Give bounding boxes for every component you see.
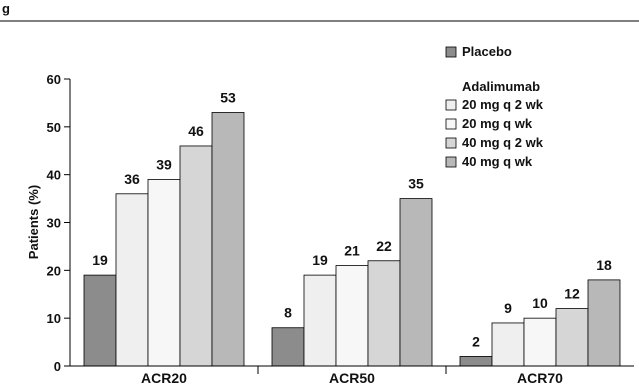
bar <box>335 265 369 367</box>
bar-value-label: 18 <box>596 257 612 273</box>
legend-entry-label: 40 mg q 2 wk <box>462 135 544 150</box>
bar-value-label: 53 <box>220 89 236 105</box>
bar <box>491 322 525 367</box>
bar-value-label: 8 <box>284 305 292 321</box>
bar-value-label: 9 <box>504 300 512 316</box>
bar <box>587 279 621 367</box>
bar <box>147 179 181 367</box>
bar <box>555 308 589 367</box>
figure-header-label: g <box>2 1 10 16</box>
bar <box>179 145 213 367</box>
bar-value-label: 12 <box>564 286 580 302</box>
bar-value-label: 39 <box>156 156 172 172</box>
legend-swatch <box>445 46 457 58</box>
bar <box>83 274 117 367</box>
bar <box>115 193 149 367</box>
bar <box>303 274 337 367</box>
bar-value-label: 19 <box>312 252 328 268</box>
legend-swatch <box>445 118 457 130</box>
bar <box>367 260 401 367</box>
bar-value-label: 19 <box>92 252 108 268</box>
bar <box>399 198 433 367</box>
bar-value-label: 21 <box>344 243 360 259</box>
y-tick-label: 30 <box>47 216 61 231</box>
x-category-label: ACR70 <box>517 370 563 386</box>
bar-value-label: 46 <box>188 123 204 139</box>
legend-entry-label: 20 mg q 2 wk <box>462 97 544 112</box>
bar-value-label: 36 <box>124 171 140 187</box>
bar <box>271 327 305 367</box>
y-tick-label: 40 <box>47 168 61 183</box>
y-axis-title: Patients (%) <box>26 185 41 259</box>
bar <box>459 356 493 367</box>
bar-value-label: 35 <box>408 176 424 192</box>
x-category-label: ACR20 <box>141 370 187 386</box>
y-tick-label: 0 <box>54 359 61 374</box>
bar-series-group: 19 36 39 46 53 8 19 21 22 35 2 9 10 12 18 <box>83 89 621 367</box>
legend-swatch <box>445 137 457 149</box>
bar <box>211 112 245 367</box>
y-tick-label: 10 <box>47 311 61 326</box>
legend: Placebo Adalimumab 20 mg q 2 wk 20 mg q wk 4… <box>445 44 544 169</box>
y-tick-label: 60 <box>47 72 61 87</box>
x-axis: ACR20 ACR50 ACR70 <box>70 365 634 386</box>
y-tick-label: 20 <box>47 263 61 278</box>
bar-value-label: 10 <box>532 295 548 311</box>
legend-swatch <box>445 99 457 111</box>
legend-entry-label: 40 mg q wk <box>462 154 533 169</box>
y-axis: 0 10 20 30 40 50 60 <box>47 72 71 374</box>
legend-entry-label: 20 mg q wk <box>462 116 533 131</box>
legend-swatch <box>445 156 457 168</box>
legend-entry-label: Placebo <box>462 44 512 59</box>
bar-value-label: 2 <box>472 333 480 349</box>
y-tick-label: 50 <box>47 120 61 135</box>
legend-group-title: Adalimumab <box>462 79 540 94</box>
bar-value-label: 22 <box>376 238 392 254</box>
bar <box>523 317 557 367</box>
x-category-label: ACR50 <box>329 370 375 386</box>
